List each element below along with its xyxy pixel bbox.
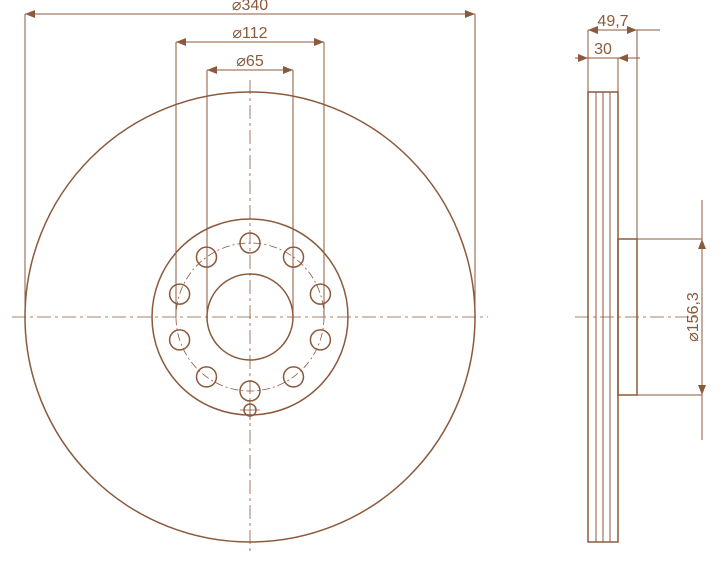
dim-w30-label: 30 (594, 41, 612, 58)
drawing-container: ⌀340 ⌀112 ⌀65 49,7 30 (0, 0, 724, 587)
dim-d156-3-label: ⌀156,3 (685, 292, 702, 342)
technical-drawing-svg: ⌀340 ⌀112 ⌀65 49,7 30 (0, 0, 724, 587)
dimension-w30: 30 (575, 41, 640, 92)
dimension-d156-3: ⌀156,3 (637, 200, 706, 440)
dim-d65-label: ⌀65 (236, 53, 264, 70)
dim-d340-label: ⌀340 (232, 0, 268, 14)
dim-w49-7-label: 49,7 (597, 13, 628, 30)
dim-d112-label: ⌀112 (232, 25, 267, 42)
front-view (12, 80, 488, 555)
